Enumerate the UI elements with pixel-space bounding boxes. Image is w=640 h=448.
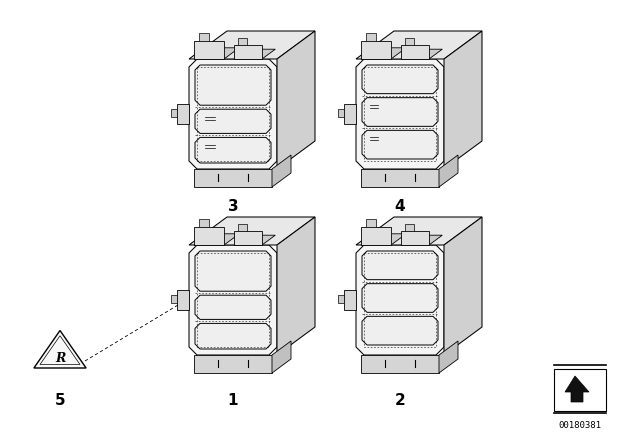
Polygon shape [272,341,291,373]
Text: 4: 4 [395,198,405,214]
Polygon shape [361,48,406,59]
Polygon shape [401,235,442,245]
Polygon shape [366,33,376,41]
Polygon shape [195,109,271,134]
Polygon shape [195,65,271,105]
Text: 00180381: 00180381 [559,421,602,430]
Polygon shape [177,290,189,310]
Polygon shape [405,224,414,231]
Polygon shape [405,38,414,45]
Polygon shape [361,41,391,59]
Polygon shape [189,59,277,169]
Polygon shape [554,369,606,411]
Polygon shape [234,231,262,245]
Text: 5: 5 [54,392,65,408]
Polygon shape [356,217,482,245]
Polygon shape [277,31,315,169]
Polygon shape [194,234,239,245]
Polygon shape [194,41,224,59]
Text: 2: 2 [395,392,405,408]
Polygon shape [361,355,439,373]
Polygon shape [238,224,247,231]
Polygon shape [439,155,458,187]
Polygon shape [356,245,444,355]
Polygon shape [194,48,239,59]
Polygon shape [171,109,177,117]
Polygon shape [401,49,442,59]
Polygon shape [362,316,438,345]
Polygon shape [356,59,444,169]
Polygon shape [238,38,247,45]
Polygon shape [362,65,438,94]
Polygon shape [361,227,391,245]
Text: R: R [55,352,65,365]
Polygon shape [361,234,406,245]
Polygon shape [362,251,438,280]
Text: 3: 3 [228,198,238,214]
Polygon shape [565,376,589,402]
Polygon shape [338,295,344,303]
Polygon shape [344,290,356,310]
Polygon shape [34,331,86,368]
Polygon shape [401,45,429,59]
Polygon shape [195,138,271,163]
Polygon shape [194,355,272,373]
Polygon shape [189,217,315,245]
Polygon shape [234,235,275,245]
Polygon shape [272,155,291,187]
Polygon shape [344,104,356,124]
Polygon shape [194,227,224,245]
Polygon shape [362,130,438,159]
Polygon shape [277,217,315,355]
Polygon shape [362,284,438,312]
Polygon shape [444,31,482,169]
Polygon shape [171,295,177,303]
Polygon shape [177,104,189,124]
Polygon shape [439,341,458,373]
Polygon shape [194,169,272,187]
Polygon shape [199,33,209,41]
Polygon shape [234,49,275,59]
Polygon shape [195,295,271,319]
Polygon shape [356,31,482,59]
Polygon shape [362,98,438,126]
Polygon shape [195,323,271,349]
Polygon shape [195,251,271,291]
Polygon shape [189,245,277,355]
Polygon shape [401,231,429,245]
Text: 1: 1 [228,392,238,408]
Polygon shape [234,45,262,59]
Polygon shape [338,109,344,117]
Polygon shape [366,219,376,227]
Polygon shape [199,219,209,227]
Polygon shape [361,169,439,187]
Polygon shape [189,31,315,59]
Polygon shape [444,217,482,355]
